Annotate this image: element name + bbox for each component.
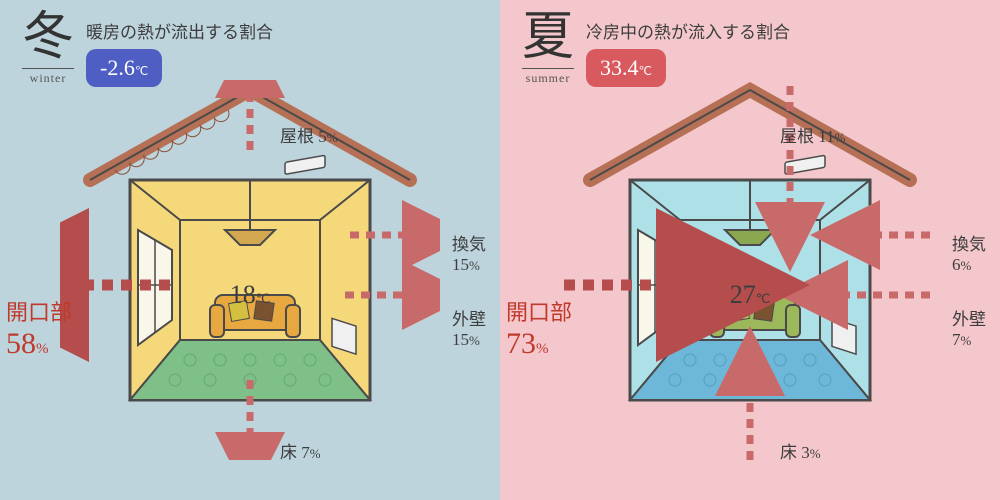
season-block: 夏 summer bbox=[522, 12, 574, 86]
temp-unit: ℃ bbox=[256, 291, 271, 306]
header-text: 暖房の熱が流出する割合 -2.6℃ bbox=[86, 12, 273, 87]
label-roof: 屋根 11% bbox=[780, 122, 845, 147]
label-vent: 換気6% bbox=[952, 230, 986, 275]
label-vent: 換気15% bbox=[452, 230, 486, 275]
scene-winter: 18℃ bbox=[60, 80, 440, 460]
label-floor: 床 7% bbox=[280, 438, 321, 463]
season-kanji: 夏 bbox=[522, 12, 574, 64]
label-floor: 床 3% bbox=[780, 438, 821, 463]
panel-summer: 夏 summer 冷房中の熱が流入する割合 33.4℃ bbox=[500, 0, 1000, 500]
temp-unit: ℃ bbox=[639, 64, 652, 78]
label-wall: 外壁15% bbox=[452, 305, 486, 350]
label-opening: 開口部58% bbox=[6, 295, 72, 361]
house-illustration bbox=[560, 80, 940, 460]
subtitle: 冷房中の熱が流入する割合 bbox=[586, 18, 790, 43]
label-opening: 開口部73% bbox=[506, 295, 572, 361]
temp-unit: ℃ bbox=[756, 291, 771, 306]
room-temp: 27℃ bbox=[730, 280, 771, 310]
label-roof: 屋根 5% bbox=[280, 122, 338, 147]
season-kanji: 冬 bbox=[22, 12, 74, 64]
outside-temp: -2.6 bbox=[100, 55, 135, 80]
temp-unit: ℃ bbox=[135, 64, 148, 78]
outside-temp: 33.4 bbox=[600, 55, 639, 80]
scene-summer: 27℃ bbox=[560, 80, 940, 460]
panel-winter: 冬 winter 暖房の熱が流出する割合 -2.6℃ bbox=[0, 0, 500, 500]
header-text: 冷房中の熱が流入する割合 33.4℃ bbox=[586, 12, 790, 87]
label-wall: 外壁7% bbox=[952, 305, 986, 350]
season-block: 冬 winter bbox=[22, 12, 74, 86]
infographic-container: 冬 winter 暖房の熱が流出する割合 -2.6℃ bbox=[0, 0, 1000, 500]
house-illustration bbox=[60, 80, 440, 460]
room-temp: 18℃ bbox=[230, 280, 271, 310]
subtitle: 暖房の熱が流出する割合 bbox=[86, 18, 273, 43]
